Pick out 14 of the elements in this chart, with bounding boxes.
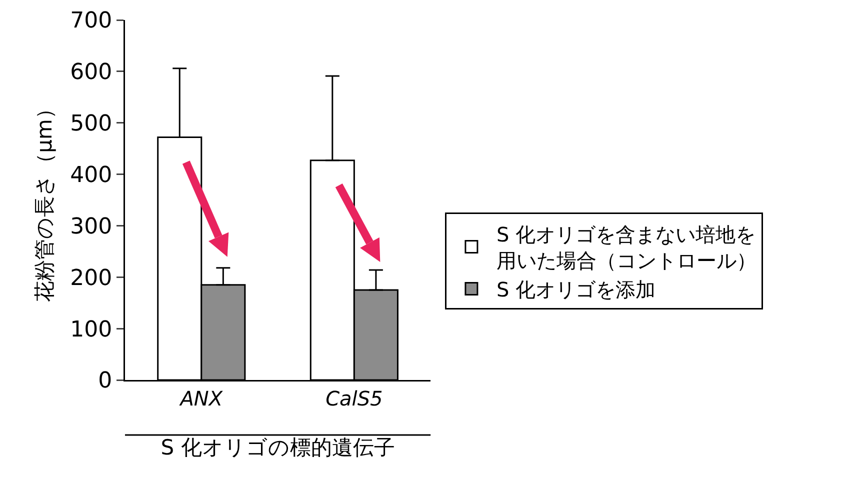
y-tick-label: 600 [70, 60, 112, 86]
x-tick-label: ANX [178, 386, 224, 410]
y-axis-title: 花粉管の長さ（μm） [32, 98, 56, 302]
y-tick-label: 200 [70, 266, 112, 291]
x-tick-label: CalS5 [326, 386, 383, 410]
legend-label: S 化オリゴを含まない培地を用いた場合（コントロール） [496, 222, 756, 272]
x-axis-title: S 化オリゴの標的遺伝子 [160, 435, 395, 460]
y-tick-label: 700 [70, 8, 112, 34]
y-tick-label: 100 [70, 317, 112, 342]
y-tick-label: 300 [70, 214, 112, 240]
legend-label: S 化オリゴを添加 [496, 278, 656, 302]
y-tick-label: 400 [70, 162, 112, 188]
y-tick-label: 0 [98, 368, 112, 394]
y-tick-label: 500 [70, 112, 112, 137]
